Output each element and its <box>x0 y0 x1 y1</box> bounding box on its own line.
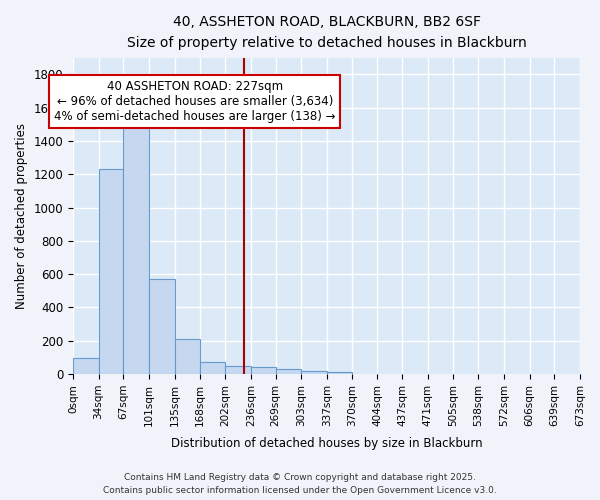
Bar <box>200 362 225 374</box>
X-axis label: Distribution of detached houses by size in Blackburn: Distribution of detached houses by size … <box>171 437 482 450</box>
Text: 40 ASSHETON ROAD: 227sqm
← 96% of detached houses are smaller (3,634)
4% of semi: 40 ASSHETON ROAD: 227sqm ← 96% of detach… <box>54 80 335 123</box>
Title: 40, ASSHETON ROAD, BLACKBURN, BB2 6SF
Size of property relative to detached hous: 40, ASSHETON ROAD, BLACKBURN, BB2 6SF Si… <box>127 15 526 50</box>
Bar <box>301 370 327 374</box>
Bar <box>175 339 200 374</box>
Bar <box>73 358 98 374</box>
Bar <box>275 369 301 374</box>
Bar <box>251 366 275 374</box>
Bar <box>327 372 352 374</box>
Text: Contains HM Land Registry data © Crown copyright and database right 2025.
Contai: Contains HM Land Registry data © Crown c… <box>103 474 497 495</box>
Bar <box>98 170 124 374</box>
Bar <box>124 124 149 374</box>
Bar <box>149 279 175 374</box>
Bar <box>225 366 251 374</box>
Y-axis label: Number of detached properties: Number of detached properties <box>15 123 28 309</box>
